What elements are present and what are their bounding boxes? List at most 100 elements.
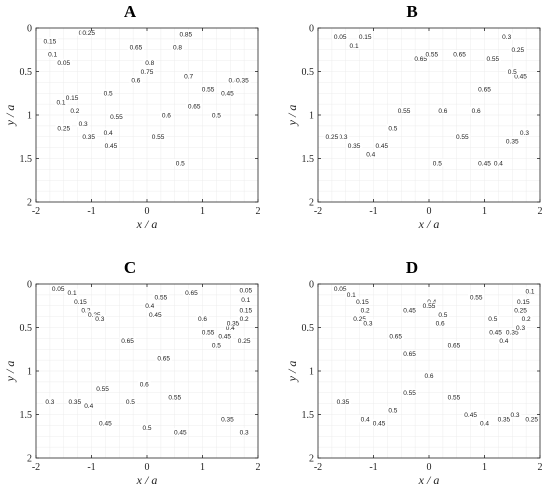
contour-label: 0.15 xyxy=(517,299,530,306)
y-tick-label: 0 xyxy=(27,24,32,35)
contour-label-bg xyxy=(166,393,183,401)
contour-label-bg xyxy=(401,306,418,314)
contour-label: 0.45 xyxy=(373,421,386,428)
contour-label: 0.1 xyxy=(68,290,77,297)
y-tick-label: 1.5 xyxy=(302,410,315,421)
contour-label: 0.35 xyxy=(69,399,82,406)
contour-label-bg xyxy=(412,54,429,62)
contour-label: 0.3 xyxy=(79,121,88,128)
contour-label: 0.4 xyxy=(494,160,503,167)
contour-label-bg xyxy=(55,124,72,132)
contour-label-bg xyxy=(183,288,200,297)
x-tick-label: -1 xyxy=(369,206,377,217)
contour-label: 0.65 xyxy=(403,351,416,358)
contour-label-bg xyxy=(224,319,242,327)
contour-label: 0.1 xyxy=(347,292,356,299)
y-tick-label: 2 xyxy=(27,198,32,209)
contour-label: 0.2 xyxy=(361,308,370,315)
contour-label-bg xyxy=(497,336,511,345)
contour-label-bg xyxy=(65,288,79,297)
contour-label-bg xyxy=(487,327,504,336)
contour-label: 0.4 xyxy=(480,421,489,428)
contour-label: 0.35 xyxy=(498,416,511,423)
contour-label-bg xyxy=(226,76,240,84)
contour-label: 0.55 xyxy=(398,108,411,115)
contour-label: 0.75 xyxy=(141,69,154,76)
contour-label: 0.35 xyxy=(506,139,519,146)
contour-label: 0.6 xyxy=(436,321,445,328)
contour-label-bg xyxy=(504,137,521,145)
contour-label-bg xyxy=(478,419,491,427)
contour-label-bg xyxy=(127,43,145,51)
y-tick-label: 0 xyxy=(309,280,314,291)
contour-label: 0.45 xyxy=(464,412,477,419)
contour-label-bg xyxy=(237,306,254,314)
contour-label-bg xyxy=(351,314,368,323)
contour-label: 0.5 xyxy=(212,342,221,349)
x-tick-label: 0 xyxy=(427,206,432,217)
contour-label: 0.5 xyxy=(488,316,497,323)
contour-label: 0.25 xyxy=(525,416,538,423)
contour-label: 0.1 xyxy=(48,52,57,59)
contour-label-bg xyxy=(101,128,115,136)
contour-label-bg xyxy=(445,340,463,349)
contour-label-bg xyxy=(508,410,522,418)
contour-label-bg xyxy=(97,419,114,427)
contour-label: 0.45 xyxy=(99,421,112,428)
contour-label: 0.65 xyxy=(185,290,198,297)
contour-label-bg xyxy=(423,50,440,58)
contour-labels: 0.150.10.050.20.250.10.150.20.250.30.350… xyxy=(41,28,251,167)
contour-label-bg xyxy=(143,301,157,310)
contour-label: 0.5 xyxy=(212,112,221,119)
contour-label: 0.15 xyxy=(44,38,57,45)
contour-label: 0.55 xyxy=(470,294,483,301)
contour-label: 0.1 xyxy=(525,288,534,295)
contour-label: 0.35 xyxy=(221,416,234,423)
contour-label-bg xyxy=(504,327,521,336)
contour-label: 0.6 xyxy=(162,112,171,119)
contour-label-bg xyxy=(370,419,388,427)
contour-label-bg xyxy=(523,286,537,295)
contour-label-bg xyxy=(199,84,217,93)
contour-label-bg xyxy=(93,314,107,323)
contour-panel-a: A0.150.10.050.20.250.10.150.20.250.30.35… xyxy=(3,2,261,231)
contour-label: 0.4 xyxy=(361,416,370,423)
contour-label: 0.65 xyxy=(448,342,461,349)
contour-label-bg xyxy=(454,132,471,141)
ticks: -2 -1 0 1 2 0 0.5 1 1.5 2 xyxy=(302,24,543,218)
contour-label: 0.3 xyxy=(520,130,529,137)
contour-label: 0.4 xyxy=(84,403,93,410)
contour-label: 0.45 xyxy=(403,308,416,315)
contour-label-bg xyxy=(72,297,89,305)
y-tick-label: 0.5 xyxy=(20,323,33,334)
contour-panel-b: B0.050.10.150.650.55 0.650.30.250.550.650… xyxy=(285,2,543,231)
y-tick-label: 0 xyxy=(309,24,314,35)
x-tick-label: 2 xyxy=(538,462,543,473)
contour-label: 0.45 xyxy=(105,143,118,150)
contour-label: 0.45 xyxy=(149,312,162,319)
panel-label: A xyxy=(124,2,137,21)
y-tick-label: 1 xyxy=(27,111,32,122)
contour-label-bg xyxy=(185,102,203,110)
y-tick-label: 0 xyxy=(27,280,32,291)
contour-label: 0.65 xyxy=(130,45,143,52)
contour-label: 0.85 xyxy=(180,31,193,38)
contour-label: 0.05 xyxy=(57,60,70,67)
contour-label: 0.5 xyxy=(104,91,113,98)
contour-label-bg xyxy=(469,106,483,115)
contour-label: 0.1 xyxy=(56,99,65,106)
contour-label-bg xyxy=(345,141,363,149)
contour-label: 0.3 xyxy=(95,316,104,323)
contour-label: 0.65 xyxy=(188,104,201,111)
contour-label: 0.55 xyxy=(110,114,123,121)
contour-label-bg xyxy=(68,106,82,115)
contour-label-bg xyxy=(209,340,223,349)
contour-label: 0.65 xyxy=(157,355,170,362)
contour-label-bg xyxy=(386,406,400,414)
contour-label-bg xyxy=(505,67,519,75)
contour-label-bg xyxy=(436,106,450,115)
contour-label-bg xyxy=(129,76,143,84)
contour-label-bg xyxy=(347,41,361,49)
contour-label: 0.45 xyxy=(174,429,187,436)
contour-label-bg xyxy=(140,423,154,432)
